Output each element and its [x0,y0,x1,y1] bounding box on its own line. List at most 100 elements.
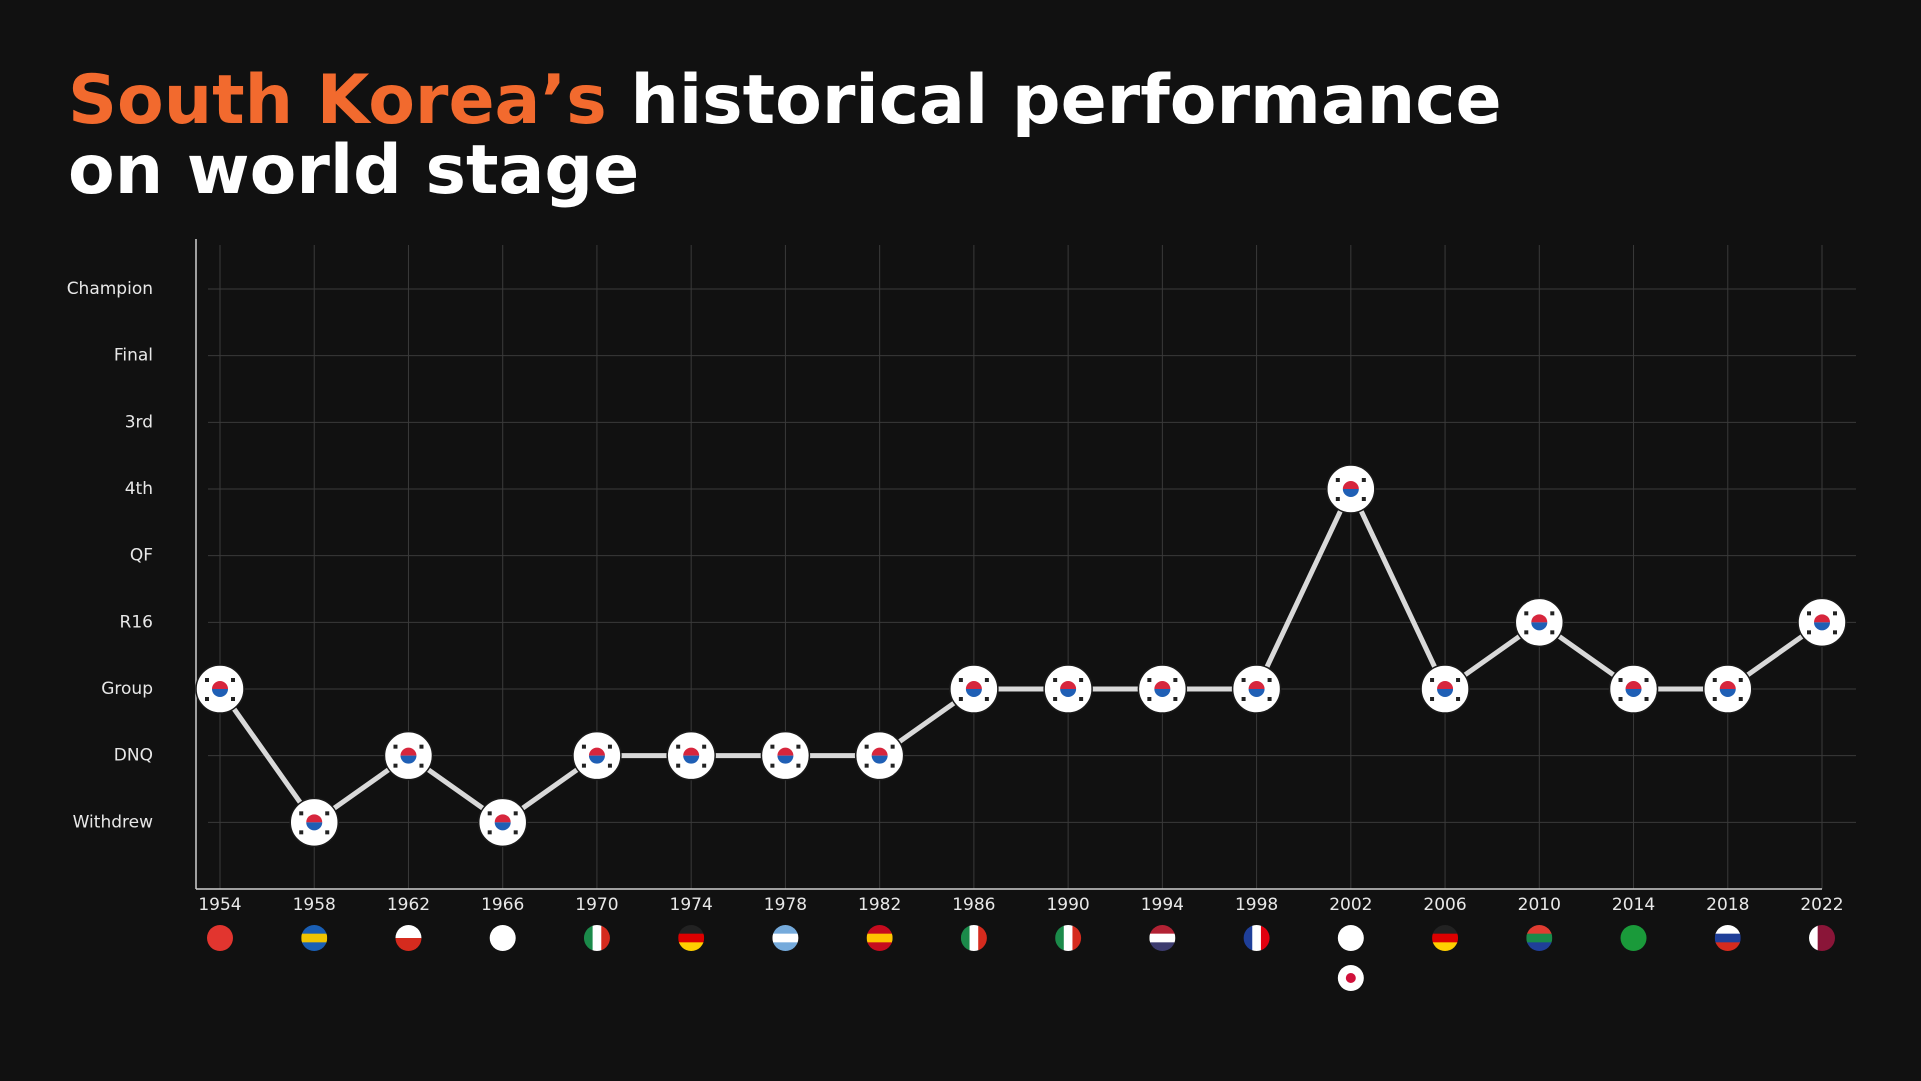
x-tick-label: 1974 [670,895,713,915]
marker-trigram [864,744,869,749]
marker-trigram [419,763,424,768]
marker-emblem-bottom [1154,689,1171,697]
marker-trigram [1712,697,1717,701]
marker-emblem-bottom [1248,689,1265,697]
marker-trigram [958,697,963,701]
x-tick-label: 2006 [1423,895,1466,915]
marker-emblem-top [212,681,228,689]
host-flag [489,925,516,951]
host-flag [866,925,893,951]
host-flag [1243,925,1270,951]
marker-trigram [1644,678,1649,682]
marker-emblem-top [1154,681,1171,689]
x-tick-label: 2010 [1518,895,1561,915]
flag-stripe [583,925,594,951]
marker-trigram [1550,611,1555,616]
flag-stripe [1432,925,1459,935]
marker-trigram [1053,697,1058,701]
marker-trigram [796,763,801,768]
grid [195,239,1856,890]
marker-emblem-bottom [306,822,323,831]
title-accent: South Korea’s [68,61,607,140]
flag-stripe [978,925,987,951]
flag-stripe [1526,942,1553,951]
flag-stripe [1432,942,1459,951]
marker-emblem-bottom [777,755,794,764]
flag-stripe [395,925,422,939]
marker-trigram [325,830,330,835]
marker-trigram [1267,678,1272,682]
flag-stripe [1714,933,1741,943]
marker-trigram [1644,697,1649,701]
marker-trigram [581,763,586,768]
marker-emblem-top [1060,681,1077,689]
marker-trigram [1173,678,1178,682]
host-flag [960,925,987,951]
marker-trigram [1335,478,1340,482]
marker-trigram [1456,678,1461,682]
marker-trigram [1550,630,1555,635]
marker-emblem-top [1248,681,1265,689]
marker-trigram [419,744,424,749]
host-flag [1809,925,1835,951]
marker-emblem-bottom [965,689,982,697]
marker-trigram [1456,697,1461,701]
flag-stripe [866,925,893,935]
host-flag [678,925,705,951]
marker-emblem-bottom [871,755,888,764]
marker-trigram [702,744,707,749]
marker-emblem-top [1719,681,1736,689]
marker-trigram [1173,697,1178,701]
flag-dot [1345,973,1356,983]
marker-trigram [1712,678,1717,682]
flag-stripe [772,942,799,951]
marker-emblem-bottom [588,755,605,764]
marker-trigram [1079,678,1084,682]
x-tick-label: 1966 [481,895,524,915]
marker-trigram [984,678,989,682]
title-text: historical performance [630,61,1501,140]
plot [195,464,1847,991]
marker-trigram [607,744,612,749]
y-tick-label: Group [101,679,153,699]
flag-stripe [866,933,893,943]
marker-trigram [1335,497,1340,501]
marker-emblem-top [965,681,982,689]
flag-stripe [592,925,602,951]
host-flag [1149,925,1176,951]
flag-stripe [1055,925,1065,951]
flag-stripe [678,925,705,935]
x-tick-label: 2002 [1329,895,1372,915]
marker-trigram [1833,611,1837,616]
host-flag [1055,925,1082,951]
marker-emblem-top [1814,614,1830,623]
y-tick-label: 3rd [125,412,153,432]
y-tick-label: Final [114,346,153,366]
x-tick-label: 2018 [1706,895,1749,915]
y-tick-label: R16 [120,612,153,632]
marker-emblem-top [1342,481,1359,489]
flag-stripe [1063,925,1073,951]
marker-trigram [1807,611,1811,616]
flag-stripe [1714,925,1741,935]
flag-stripe [395,938,422,951]
flag-stripe [1817,925,1827,951]
marker-emblem-bottom [400,755,417,764]
marker-trigram [958,678,963,682]
marker-emblem-bottom [494,822,511,831]
marker-emblem-top [588,747,605,756]
marker-emblem-top [871,747,888,756]
flag-stripe [678,933,705,943]
host-flag [395,925,422,951]
chart-title: on world stage [68,131,639,210]
marker-emblem-top [306,814,323,823]
marker-trigram [513,830,518,835]
marker-trigram [1267,697,1272,701]
marker-trigram [890,744,895,749]
flag-stripe [1714,942,1741,951]
marker-trigram [890,763,895,768]
marker-emblem-bottom [1437,689,1454,697]
marker-trigram [1241,678,1246,682]
marker-emblem-top [400,747,417,756]
